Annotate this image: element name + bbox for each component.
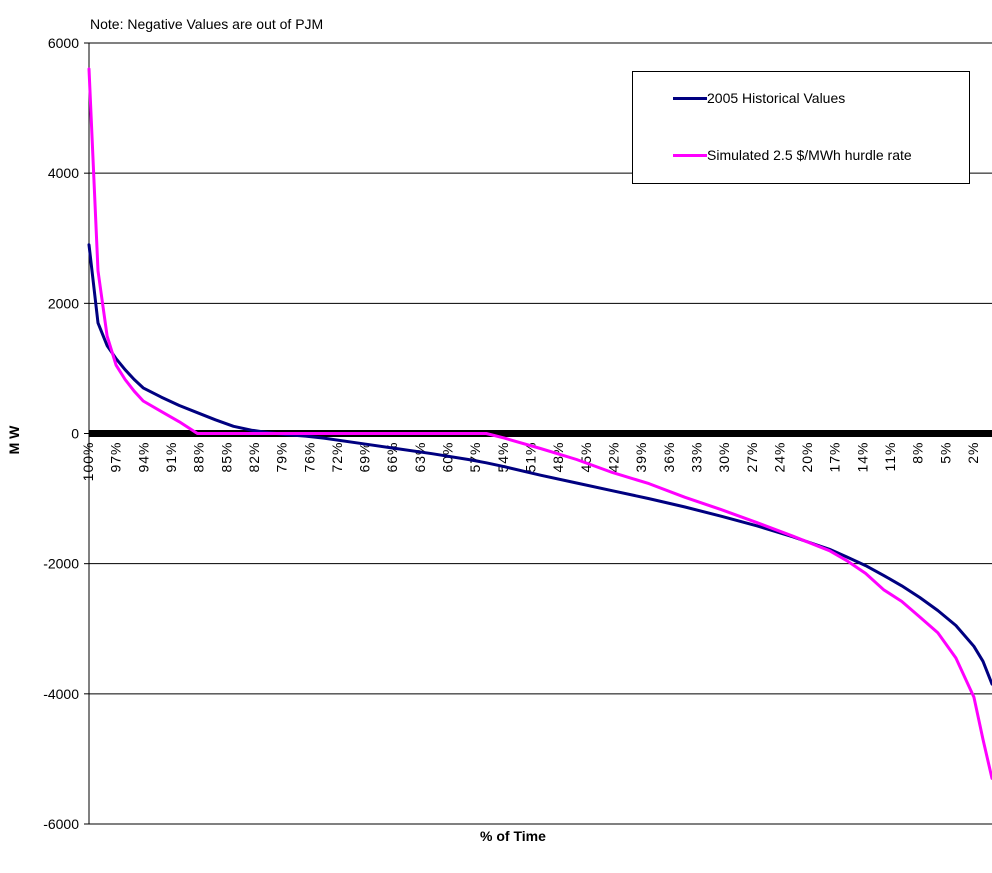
x-tick-label: 8% bbox=[910, 442, 926, 464]
x-tick-label: 97% bbox=[108, 442, 124, 473]
legend: 2005 Historical Values Simulated 2.5 $/M… bbox=[632, 71, 970, 184]
x-tick-label: 30% bbox=[716, 442, 732, 473]
chart-note: Note: Negative Values are out of PJM bbox=[90, 16, 324, 32]
x-tick-label: 82% bbox=[246, 442, 262, 473]
legend-label-historical: 2005 Historical Values bbox=[707, 90, 846, 106]
y-tick-label: -6000 bbox=[43, 816, 79, 832]
legend-swatch-simulated bbox=[673, 153, 707, 157]
x-axis-ticks: 100% 97% 94% 91% 88% 85% 82% 79% 76% 72% 69% 66% 63%… bbox=[80, 442, 981, 482]
x-tick-label: 17% bbox=[827, 442, 843, 473]
x-tick-label: 20% bbox=[799, 442, 815, 473]
y-tick-label: 2000 bbox=[48, 295, 79, 311]
series-lines bbox=[87, 67, 992, 780]
x-tick-label: 51% bbox=[523, 442, 539, 473]
y-tick-label: 0 bbox=[71, 426, 79, 442]
x-tick-label: 48% bbox=[550, 442, 566, 473]
series-line-0 bbox=[87, 243, 992, 686]
x-tick-label: 57% bbox=[467, 442, 483, 473]
x-tick-label: 24% bbox=[771, 442, 787, 473]
x-tick-label: 45% bbox=[578, 442, 594, 473]
x-tick-label: 88% bbox=[191, 442, 207, 473]
y-axis-label: M W bbox=[6, 425, 22, 455]
legend-swatch-historical bbox=[673, 96, 707, 100]
series-line-1 bbox=[87, 67, 992, 780]
x-tick-label: 5% bbox=[937, 442, 953, 464]
x-tick-label: 76% bbox=[301, 442, 317, 473]
y-tick-label: -2000 bbox=[43, 556, 79, 572]
x-tick-label: 91% bbox=[163, 442, 179, 473]
legend-label-simulated: Simulated 2.5 $/MWh hurdle rate bbox=[707, 147, 912, 163]
legend-item-historical: 2005 Historical Values bbox=[673, 90, 845, 106]
x-tick-label: 11% bbox=[882, 442, 898, 472]
x-tick-label: 14% bbox=[854, 442, 870, 473]
x-tick-label: 69% bbox=[357, 442, 373, 473]
y-axis-ticks: 6000 4000 2000 0 -2000 -4000 -6000 bbox=[43, 35, 89, 832]
x-tick-label: 39% bbox=[633, 442, 649, 473]
x-tick-label: 2% bbox=[965, 442, 981, 464]
x-tick-label: 27% bbox=[744, 442, 760, 473]
x-tick-label: 42% bbox=[605, 442, 621, 473]
x-tick-label: 63% bbox=[412, 442, 428, 473]
x-axis-label: % of Time bbox=[480, 828, 546, 844]
x-tick-label: 72% bbox=[329, 442, 345, 473]
y-tick-label: -4000 bbox=[43, 686, 79, 702]
y-tick-label: 6000 bbox=[48, 35, 79, 51]
legend-item-simulated: Simulated 2.5 $/MWh hurdle rate bbox=[673, 147, 912, 163]
y-tick-label: 4000 bbox=[48, 165, 79, 181]
x-tick-label: 85% bbox=[218, 442, 234, 473]
x-tick-label: 79% bbox=[274, 442, 290, 473]
x-tick-label: 33% bbox=[688, 442, 704, 473]
x-tick-label: 100% bbox=[80, 442, 96, 482]
x-tick-label: 94% bbox=[135, 442, 151, 473]
x-tick-label: 36% bbox=[661, 442, 677, 473]
